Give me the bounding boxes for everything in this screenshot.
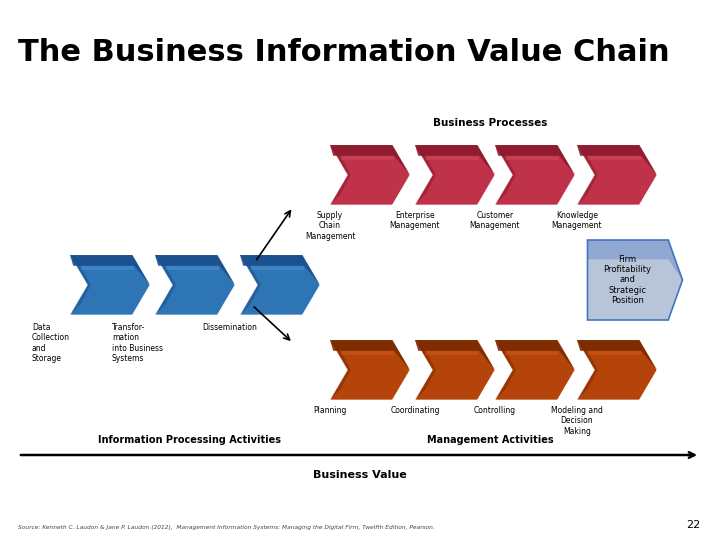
Polygon shape [330,145,410,175]
Polygon shape [240,255,261,315]
Polygon shape [70,255,150,315]
Polygon shape [577,145,657,175]
Polygon shape [70,255,91,315]
Text: Source: Kenneth C. Laudon & Jane P. Laudon (2012),  Management Information Syste: Source: Kenneth C. Laudon & Jane P. Laud… [18,525,435,530]
Polygon shape [577,145,598,205]
Text: Modeling and
Decision
Making: Modeling and Decision Making [551,406,603,436]
Polygon shape [577,340,598,400]
Polygon shape [426,156,480,160]
Polygon shape [495,340,516,400]
Polygon shape [251,266,304,270]
Polygon shape [588,240,683,280]
Polygon shape [495,145,575,205]
Text: Transfor-
mation
into Business
Systems: Transfor- mation into Business Systems [112,323,163,363]
Polygon shape [588,156,641,160]
Polygon shape [505,156,559,160]
Polygon shape [240,255,320,315]
Text: Coordinating: Coordinating [390,406,440,415]
Polygon shape [415,340,436,400]
Polygon shape [588,351,641,355]
Polygon shape [415,145,436,205]
Polygon shape [330,340,410,400]
Text: Supply
Chain
Management: Supply Chain Management [305,211,355,241]
Polygon shape [495,145,516,205]
Polygon shape [415,340,495,370]
Text: Enterprise
Management: Enterprise Management [390,211,440,231]
Polygon shape [155,255,235,315]
Text: Management Activities: Management Activities [427,435,553,445]
Text: Knowledge
Management: Knowledge Management [552,211,602,231]
Text: Business Value: Business Value [313,470,407,480]
Polygon shape [495,340,575,370]
Polygon shape [341,156,394,160]
Polygon shape [495,145,575,175]
Polygon shape [415,145,495,205]
Polygon shape [577,145,657,205]
Polygon shape [341,351,394,355]
Polygon shape [330,340,410,370]
Polygon shape [415,145,495,175]
Polygon shape [81,266,134,270]
Polygon shape [330,145,351,205]
Text: Firm
Profitability
and
Strategic
Position: Firm Profitability and Strategic Positio… [603,255,652,305]
Polygon shape [426,351,480,355]
Text: Information Processing Activities: Information Processing Activities [99,435,282,445]
Polygon shape [155,255,176,315]
Polygon shape [415,340,495,400]
Text: Planning: Planning [313,406,347,415]
Polygon shape [70,255,150,285]
Polygon shape [577,340,657,400]
Text: Dissemination: Dissemination [202,323,257,332]
Polygon shape [166,266,219,270]
Polygon shape [588,240,683,320]
Text: Data
Collection
and
Storage: Data Collection and Storage [32,323,70,363]
Polygon shape [330,340,351,400]
Polygon shape [577,340,657,370]
Polygon shape [155,255,235,285]
Polygon shape [330,145,410,205]
Text: The Business Information Value Chain: The Business Information Value Chain [18,38,670,67]
Text: 22: 22 [685,520,700,530]
Text: Customer
Management: Customer Management [469,211,521,231]
Polygon shape [495,340,575,400]
Polygon shape [505,351,559,355]
Text: Business Processes: Business Processes [433,118,547,128]
Polygon shape [240,255,320,285]
Text: Controlling: Controlling [474,406,516,415]
